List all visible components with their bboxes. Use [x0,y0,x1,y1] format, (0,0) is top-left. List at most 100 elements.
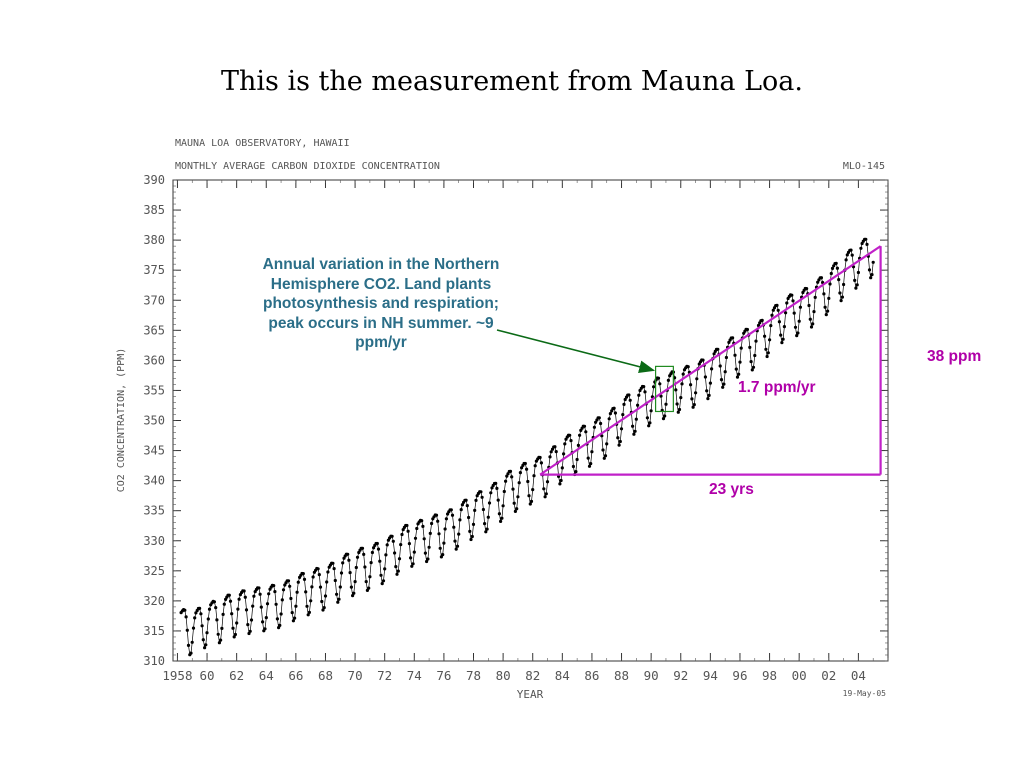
co2-point [616,436,620,440]
y-tick-label: 355 [143,383,165,397]
co2-point [473,508,477,512]
x-axis-label: YEAR [517,688,544,701]
co2-point [647,424,651,428]
co2-point [807,303,811,308]
co2-point [676,410,680,414]
co2-point [363,565,367,569]
co2-point [483,522,487,526]
annotation-arrow [496,329,656,373]
co2-point [627,393,631,397]
x-tick-label: 76 [436,668,451,683]
co2-point [739,346,743,350]
co2-point [745,327,750,332]
co2-point [569,439,573,443]
x-tick-label: 04 [851,668,866,683]
co2-point [829,271,833,276]
co2-point [754,339,758,343]
co2-point [727,340,731,344]
co2-point [770,313,774,317]
co2-point [735,375,740,379]
co2-point [764,347,768,351]
co2-point [316,567,320,571]
co2-point [808,317,812,321]
co2-point [318,585,323,589]
co2-point [822,292,826,296]
co2-point [809,325,814,329]
co2-point [574,470,578,474]
co2-point [323,594,328,598]
years-span-label: 23 yrs [709,481,754,498]
co2-point [221,612,225,617]
co2-point [204,643,208,647]
co2-point [527,494,531,498]
co2-point [563,442,567,446]
co2-point [766,351,770,355]
co2-point [455,544,460,548]
co2-point [309,599,313,603]
co2-point [411,562,415,566]
co2-point [545,480,550,484]
co2-point [776,308,780,312]
co2-point [548,455,552,459]
co2-point [664,402,668,406]
co2-point [538,455,542,460]
co2-point [325,580,329,584]
co2-point [612,406,616,410]
co2-point [652,385,656,389]
co2-point [278,623,282,628]
co2-point [623,397,627,402]
co2-point [771,308,775,312]
co2-point [716,347,720,351]
co2-point [562,452,566,456]
y-tick-label: 310 [143,654,165,668]
co2-point [399,543,403,547]
co2-point [870,273,874,277]
co2-point [812,310,816,314]
co2-point [457,532,461,536]
annotation-overlays [496,245,882,476]
co2-point [337,597,341,601]
co2-point [649,409,653,413]
co2-point [369,561,373,565]
co2-point [781,337,785,341]
co2-point [690,397,694,401]
co2-point [839,299,843,303]
co2-point [302,577,307,582]
x-tick-label: 62 [229,668,244,683]
co2-point [750,368,754,372]
co2-point [194,611,198,615]
co2-point [587,464,592,468]
y-tick-label: 370 [143,293,165,307]
co2-point [628,398,632,402]
co2-point [496,498,500,502]
co2-point [785,301,789,305]
co2-point [658,382,662,386]
co2-point [661,417,666,421]
co2-point [186,643,191,648]
co2-point [320,599,324,604]
co2-point [183,608,187,612]
slide-title: This is the measurement from Mauna Loa. [221,66,803,97]
co2-point [549,450,553,454]
co2-point [231,626,235,630]
co2-point [701,358,705,362]
co2-point [305,604,309,608]
co2-point [844,258,848,262]
co2-point [354,565,358,570]
co2-point [518,471,523,475]
co2-point [780,341,784,345]
y-tick-label: 390 [143,173,165,187]
co2-point [257,586,261,590]
y-tick-label: 380 [143,233,165,247]
co2-point [525,467,529,471]
x-tick-label: 1958 [162,668,192,683]
co2-point [707,393,711,397]
co2-point [272,584,276,588]
co2-point [602,456,606,460]
x-tick-label: 82 [525,668,540,683]
co2-point [835,266,840,270]
co2-point [251,604,255,608]
co2-point [586,456,590,460]
co2-point [760,318,764,322]
co2-point [352,591,356,595]
